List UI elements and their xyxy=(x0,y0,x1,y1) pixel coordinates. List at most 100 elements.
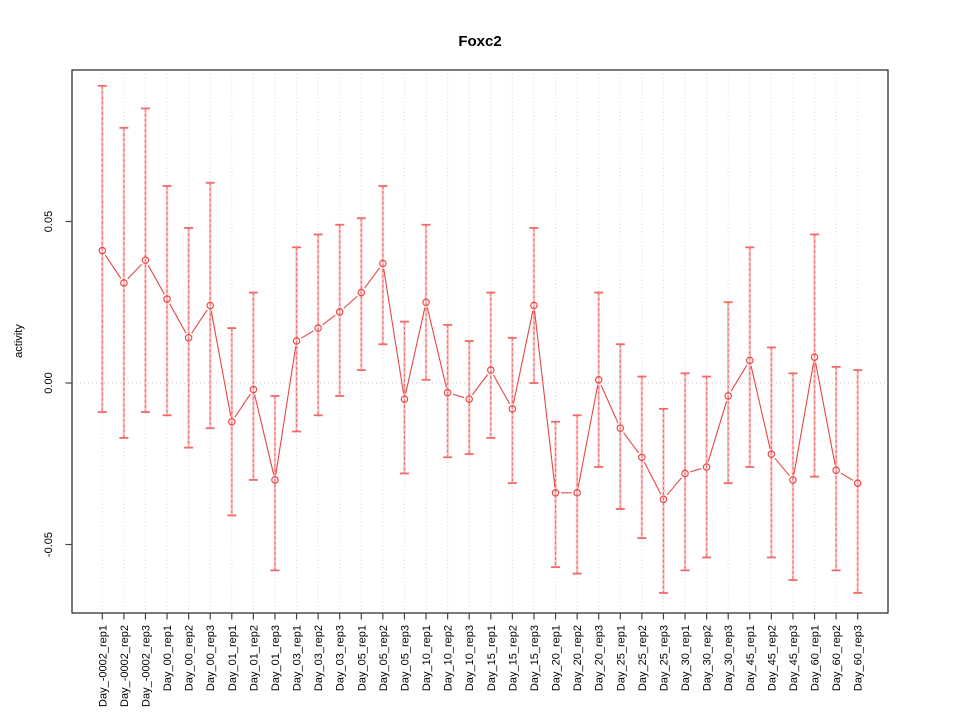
data-point xyxy=(508,405,517,413)
x-tick-label: Day_03_rep1 xyxy=(292,625,304,691)
data-point xyxy=(594,376,603,384)
y-tick-label: -0.05 xyxy=(43,532,55,557)
series-segment xyxy=(840,472,854,481)
data-point xyxy=(767,450,776,458)
x-tick-label: Day_00_rep2 xyxy=(184,625,196,691)
data-point xyxy=(551,489,560,497)
data-point xyxy=(271,476,279,484)
data-point xyxy=(292,337,301,345)
x-tick-label: Day_30_rep3 xyxy=(723,625,735,691)
x-tick-label: Day_15_rep2 xyxy=(507,625,519,691)
data-point xyxy=(400,395,409,403)
series-segment xyxy=(643,461,662,495)
series-segment xyxy=(364,267,381,289)
data-point xyxy=(789,476,797,484)
x-tick-label: Day_25_rep2 xyxy=(637,625,649,691)
x-tick-label: Day_-0002_rep2 xyxy=(119,625,131,707)
series-segment xyxy=(452,393,465,399)
series-segment xyxy=(383,268,405,394)
x-tick-label: Day_01_rep1 xyxy=(227,625,239,691)
data-point xyxy=(206,301,214,310)
series-segment xyxy=(104,254,122,279)
series-segment xyxy=(300,330,314,339)
data-point xyxy=(702,463,711,471)
data-point xyxy=(141,256,150,265)
series-segment xyxy=(343,295,358,309)
x-tick-label: Day_01_rep3 xyxy=(270,625,282,691)
series-segment xyxy=(774,457,790,477)
series-segment xyxy=(534,310,556,488)
data-point xyxy=(530,301,538,310)
series-segment xyxy=(169,303,187,334)
data-point xyxy=(724,392,732,400)
plot-box xyxy=(71,69,889,614)
x-tick-label: Day_05_rep2 xyxy=(378,625,390,691)
series-segment xyxy=(254,394,275,475)
x-tick-label: Day_20_rep1 xyxy=(551,625,563,691)
data-point xyxy=(357,288,366,297)
series-segment xyxy=(426,307,447,388)
series-segment xyxy=(623,432,640,454)
x-tick-label: Day_45_rep3 xyxy=(788,625,800,691)
x-tick-label: Day_00_rep1 xyxy=(162,625,174,691)
series-segment xyxy=(815,362,836,465)
series-segment xyxy=(690,468,702,473)
series-segment xyxy=(210,310,232,417)
x-tick-label: Day_25_rep3 xyxy=(658,625,670,691)
y-tick-label: 0.05 xyxy=(43,211,55,232)
series-segment xyxy=(147,264,165,295)
series-segment xyxy=(472,374,488,396)
data-point xyxy=(249,385,258,394)
x-tick-label: Day_10_rep2 xyxy=(443,625,455,691)
x-tick-label: Day_03_rep2 xyxy=(313,625,325,691)
x-tick-label: Day_20_rep2 xyxy=(572,625,584,691)
x-tick-label: Day_10_rep3 xyxy=(464,625,476,691)
x-tick-label: Day_00_rep3 xyxy=(205,625,217,691)
data-point xyxy=(422,298,430,307)
x-tick-label: Day_10_rep1 xyxy=(421,625,433,691)
data-point xyxy=(314,324,322,332)
x-tick-label: Day_30_rep1 xyxy=(680,625,692,691)
series-segment xyxy=(275,346,297,475)
series-segment xyxy=(322,314,336,326)
data-point xyxy=(379,259,387,268)
x-tick-label: Day_05_rep1 xyxy=(356,625,368,691)
series-segment xyxy=(127,263,143,280)
series-segment xyxy=(730,364,748,392)
data-point xyxy=(810,353,819,361)
series-segment xyxy=(750,365,771,449)
x-tick-label: Day_45_rep2 xyxy=(766,625,778,691)
data-point xyxy=(681,469,689,478)
x-tick-label: Day_-0002_rep1 xyxy=(97,625,109,707)
data-point xyxy=(659,495,668,504)
series-segment xyxy=(492,374,511,405)
x-tick-label: Day_20_rep3 xyxy=(594,625,606,691)
data-point xyxy=(228,417,236,426)
x-tick-label: Day_15_rep3 xyxy=(529,625,541,691)
data-point xyxy=(616,424,625,433)
x-tick-label: Day_-0002_rep3 xyxy=(140,625,152,707)
series-segment xyxy=(512,310,534,404)
series-segment xyxy=(666,477,682,496)
x-tick-label: Day_05_rep3 xyxy=(399,625,411,691)
y-tick-label: 0.00 xyxy=(43,372,55,393)
data-point xyxy=(443,388,452,397)
series-segment xyxy=(600,384,619,424)
x-tick-label: Day_01_rep2 xyxy=(248,625,260,691)
series-segment xyxy=(234,393,251,418)
x-tick-label: Day_60_rep1 xyxy=(810,625,822,691)
data-point xyxy=(746,356,754,365)
series-segment xyxy=(405,307,426,394)
series-segment xyxy=(191,309,208,334)
data-point xyxy=(335,308,344,316)
x-tick-label: Day_60_rep3 xyxy=(853,625,865,691)
data-point xyxy=(638,453,646,462)
x-tick-label: Day_25_rep1 xyxy=(615,625,627,691)
data-point xyxy=(573,489,581,497)
data-point xyxy=(184,334,193,342)
data-point xyxy=(832,466,840,474)
x-tick-label: Day_30_rep2 xyxy=(702,625,714,691)
x-tick-label: Day_60_rep2 xyxy=(831,625,843,691)
data-point xyxy=(98,246,107,255)
